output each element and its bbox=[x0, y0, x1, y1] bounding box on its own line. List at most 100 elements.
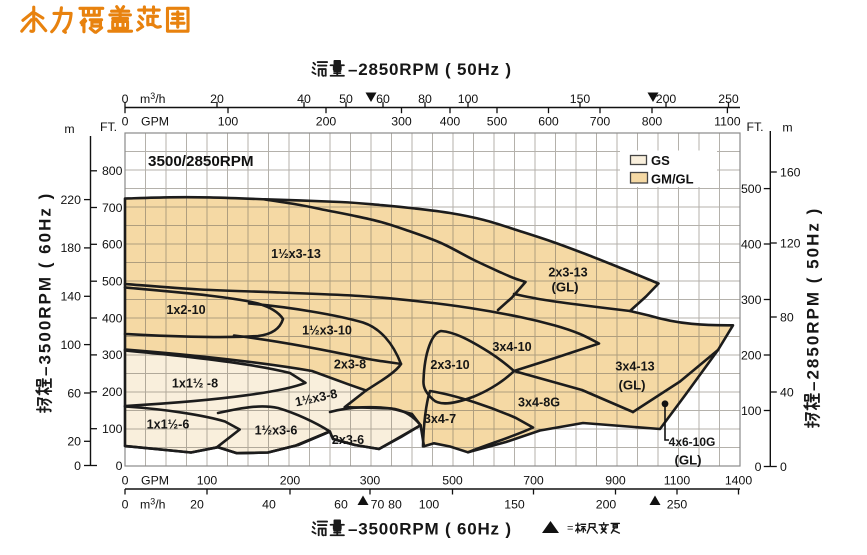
svg-text:0: 0 bbox=[755, 460, 762, 474]
svg-text:0: 0 bbox=[116, 459, 123, 473]
svg-text:1400: 1400 bbox=[725, 474, 753, 488]
svg-text:160: 160 bbox=[780, 165, 801, 179]
svg-text:220: 220 bbox=[60, 193, 81, 207]
svg-text:FT.: FT. bbox=[100, 120, 117, 134]
svg-text:200: 200 bbox=[596, 498, 617, 512]
svg-text:100: 100 bbox=[102, 422, 123, 436]
svg-text:(GL): (GL) bbox=[674, 453, 701, 468]
svg-text:60: 60 bbox=[334, 498, 348, 512]
svg-text:500: 500 bbox=[442, 474, 463, 488]
svg-text:700: 700 bbox=[102, 201, 123, 215]
svg-text:1100: 1100 bbox=[664, 474, 691, 488]
svg-text:100: 100 bbox=[419, 498, 440, 512]
svg-text:2x3-8: 2x3-8 bbox=[334, 358, 366, 372]
svg-text:GPM: GPM bbox=[141, 474, 169, 488]
svg-text:–3500RPM ( 60Hz ): –3500RPM ( 60Hz ) bbox=[36, 192, 55, 376]
svg-text:400: 400 bbox=[440, 115, 461, 129]
svg-text:3500/2850RPM: 3500/2850RPM bbox=[148, 153, 254, 170]
svg-text:3x4-8G: 3x4-8G bbox=[518, 396, 560, 410]
svg-text:1½x3-13: 1½x3-13 bbox=[271, 247, 321, 261]
svg-text:–2850RPM ( 50Hz ): –2850RPM ( 50Hz ) bbox=[348, 60, 512, 79]
svg-text:140: 140 bbox=[60, 290, 81, 304]
svg-text:0: 0 bbox=[122, 474, 129, 488]
svg-text:100: 100 bbox=[218, 115, 239, 129]
svg-text:300: 300 bbox=[102, 348, 123, 362]
svg-text:GS: GS bbox=[651, 153, 670, 168]
svg-text:500: 500 bbox=[487, 115, 508, 129]
svg-text:200: 200 bbox=[280, 474, 301, 488]
svg-text:0: 0 bbox=[122, 498, 129, 512]
svg-text:100: 100 bbox=[741, 404, 762, 418]
svg-text:300: 300 bbox=[741, 293, 762, 307]
svg-text:m3/h: m3/h bbox=[140, 91, 166, 106]
svg-text:80: 80 bbox=[388, 498, 402, 512]
svg-text:80: 80 bbox=[780, 310, 794, 324]
svg-text:200: 200 bbox=[316, 115, 337, 129]
svg-text:40: 40 bbox=[262, 498, 276, 512]
svg-text:200: 200 bbox=[656, 92, 677, 106]
svg-text:60: 60 bbox=[67, 386, 81, 400]
svg-text:180: 180 bbox=[60, 241, 81, 255]
svg-text:1½x3-6: 1½x3-6 bbox=[255, 424, 298, 438]
svg-text:1½x3-10: 1½x3-10 bbox=[302, 324, 352, 338]
svg-text:600: 600 bbox=[102, 238, 123, 252]
svg-text:1x1½ -8: 1x1½ -8 bbox=[172, 377, 218, 391]
svg-text:0: 0 bbox=[122, 115, 129, 129]
svg-text:m: m bbox=[64, 122, 74, 136]
svg-text:20: 20 bbox=[210, 92, 224, 106]
svg-text:200: 200 bbox=[741, 348, 762, 362]
svg-text:–2850RPM ( 50Hz ): –2850RPM ( 50Hz ) bbox=[804, 207, 823, 391]
svg-text:4x6-10G: 4x6-10G bbox=[669, 435, 716, 449]
svg-text:1x2-10: 1x2-10 bbox=[166, 303, 205, 317]
svg-text:–3500RPM ( 60Hz ): –3500RPM ( 60Hz ) bbox=[348, 520, 512, 539]
svg-text:GM/GL: GM/GL bbox=[651, 172, 694, 187]
svg-text:40: 40 bbox=[297, 92, 311, 106]
svg-text:=: = bbox=[567, 523, 573, 535]
svg-text:2x3-6: 2x3-6 bbox=[332, 433, 364, 447]
svg-text:20: 20 bbox=[190, 498, 204, 512]
svg-text:20: 20 bbox=[67, 435, 81, 449]
svg-text:100: 100 bbox=[60, 338, 81, 352]
svg-text:60: 60 bbox=[376, 92, 390, 106]
svg-text:m: m bbox=[782, 121, 792, 135]
svg-text:2x3-10: 2x3-10 bbox=[430, 358, 469, 372]
svg-text:100: 100 bbox=[458, 92, 479, 106]
svg-text:250: 250 bbox=[667, 498, 688, 512]
svg-text:1100: 1100 bbox=[714, 115, 741, 129]
svg-text:300: 300 bbox=[360, 474, 381, 488]
svg-text:1x1½-6: 1x1½-6 bbox=[147, 418, 190, 432]
svg-text:40: 40 bbox=[780, 385, 794, 399]
svg-text:80: 80 bbox=[418, 92, 432, 106]
svg-text:GPM: GPM bbox=[141, 115, 169, 129]
svg-text:500: 500 bbox=[102, 275, 123, 289]
svg-text:3x4-13: 3x4-13 bbox=[615, 360, 654, 374]
svg-text:400: 400 bbox=[741, 237, 762, 251]
svg-text:(GL): (GL) bbox=[551, 280, 578, 295]
svg-text:150: 150 bbox=[570, 92, 591, 106]
svg-text:70: 70 bbox=[371, 498, 385, 512]
svg-text:250: 250 bbox=[718, 92, 739, 106]
svg-text:100: 100 bbox=[197, 474, 218, 488]
svg-text:150: 150 bbox=[504, 498, 525, 512]
svg-text:0: 0 bbox=[122, 92, 129, 106]
svg-text:FT.: FT. bbox=[746, 120, 763, 134]
svg-text:(GL): (GL) bbox=[618, 378, 645, 393]
svg-text:800: 800 bbox=[642, 115, 663, 129]
svg-text:500: 500 bbox=[741, 182, 762, 196]
svg-text:0: 0 bbox=[780, 460, 787, 474]
svg-text:700: 700 bbox=[523, 474, 544, 488]
svg-text:800: 800 bbox=[102, 164, 123, 178]
svg-text:120: 120 bbox=[780, 236, 801, 250]
svg-text:600: 600 bbox=[538, 115, 559, 129]
svg-text:3x4-10: 3x4-10 bbox=[492, 340, 531, 354]
svg-text:3x4-7: 3x4-7 bbox=[424, 412, 456, 426]
svg-text:2x3-13: 2x3-13 bbox=[548, 266, 587, 280]
svg-text:400: 400 bbox=[102, 311, 123, 325]
svg-text:0: 0 bbox=[74, 459, 81, 473]
svg-text:200: 200 bbox=[102, 385, 123, 399]
svg-text:50: 50 bbox=[339, 92, 353, 106]
svg-text:300: 300 bbox=[391, 115, 412, 129]
svg-text:700: 700 bbox=[590, 115, 611, 129]
svg-text:900: 900 bbox=[605, 474, 626, 488]
svg-text:m3/h: m3/h bbox=[140, 497, 166, 512]
